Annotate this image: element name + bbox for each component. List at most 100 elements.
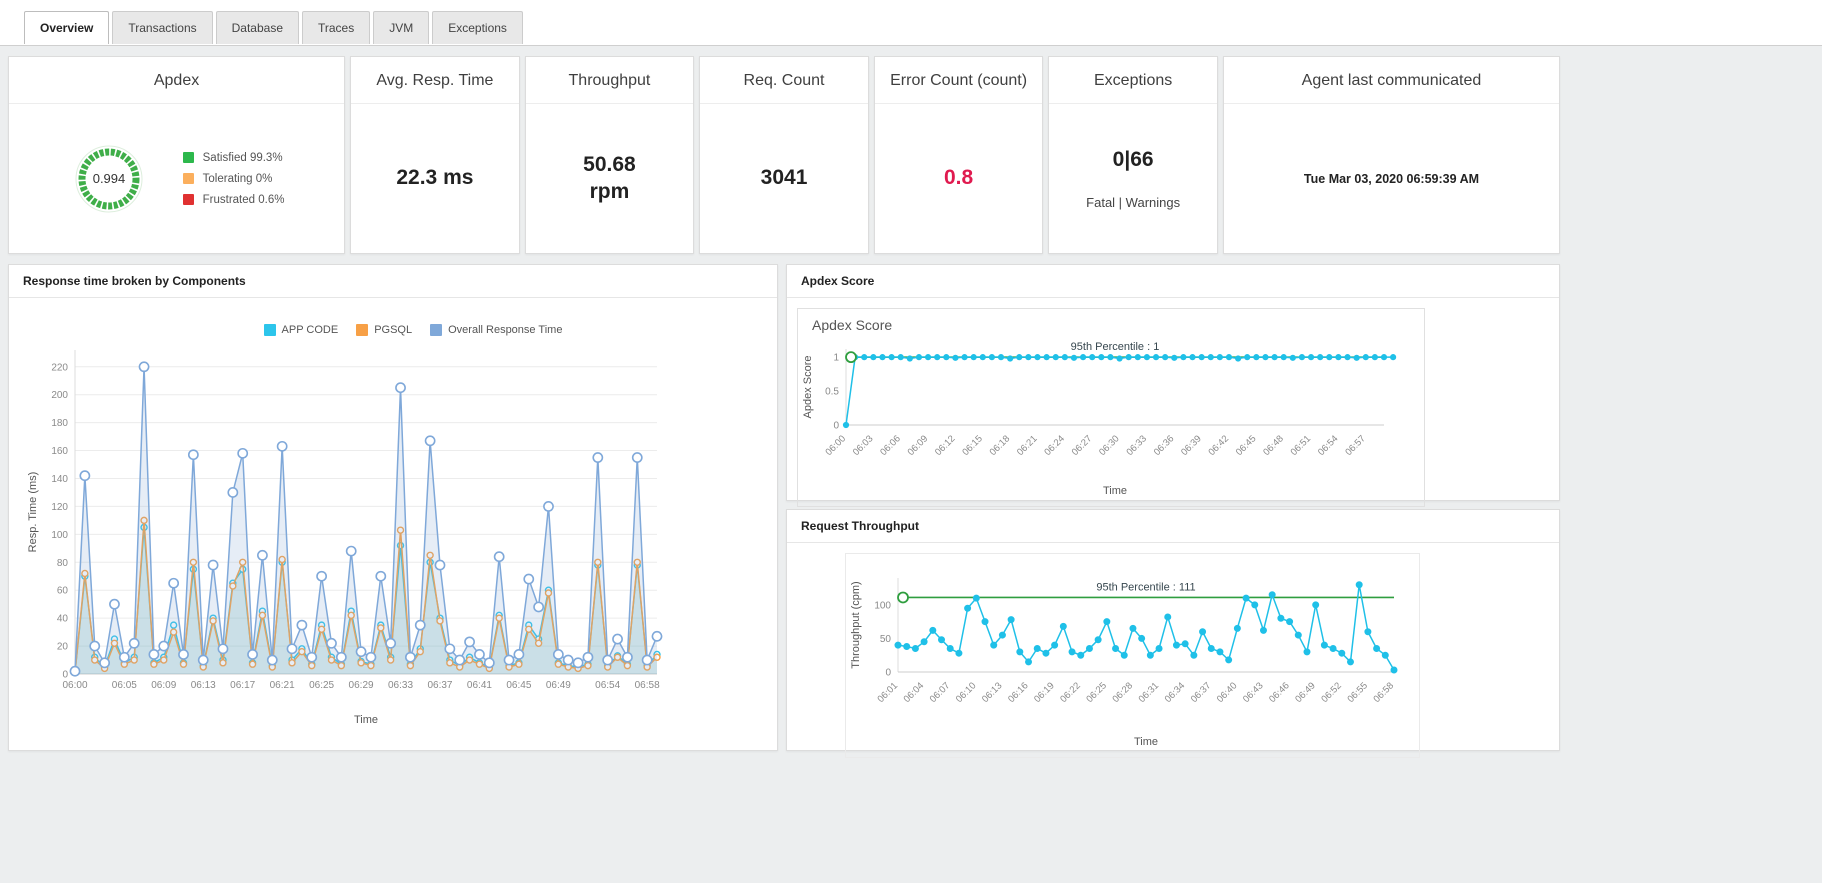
agent-body: Tue Mar 03, 2020 06:59:39 AM — [1224, 104, 1559, 253]
response-time-legend: APP CODE PGSQL Overall Response Time — [49, 324, 777, 336]
svg-text:06:49: 06:49 — [546, 680, 571, 691]
svg-text:06:34: 06:34 — [1163, 680, 1188, 705]
error-count-title: Error Count (count) — [874, 57, 1043, 104]
exceptions-title: Exceptions — [1049, 57, 1217, 104]
apdex-score-chart-box: Apdex Score 0 0.5 1 06:00 06:03 06:06 06:09 06:… — [797, 308, 1425, 507]
svg-text:06:54: 06:54 — [595, 680, 620, 691]
svg-text:200: 200 — [51, 390, 68, 401]
svg-text:06:42: 06:42 — [1207, 433, 1232, 458]
apdex-gauge: 0.994 — [75, 145, 143, 212]
request-throughput-chart[interactable]: 0 50 100 06:01 06:04 06:07 06:10 06:13 06:16 06:1… — [846, 554, 1414, 752]
svg-text:06:45: 06:45 — [1234, 433, 1259, 458]
right-column: Apdex Score Apdex Score 0 0.5 1 06:00 06:03 0… — [786, 264, 1560, 758]
svg-text:06:01: 06:01 — [876, 680, 901, 705]
overall-legend-label: Overall Response Time — [448, 324, 563, 336]
svg-text:80: 80 — [57, 558, 69, 569]
apdex-score-inner-title: Apdex Score — [812, 317, 893, 333]
svg-text:Throughput (cpm): Throughput (cpm) — [850, 581, 862, 668]
svg-text:06:22: 06:22 — [1058, 680, 1083, 705]
svg-text:180: 180 — [51, 418, 68, 429]
svg-text:20: 20 — [57, 642, 69, 653]
tab-jvm[interactable]: JVM — [373, 11, 430, 44]
svg-text:Apdex Score: Apdex Score — [802, 356, 814, 419]
apdex-score-chart[interactable]: 0 0.5 1 06:00 06:03 06:06 06:09 06:12 06:15 06:18… — [798, 333, 1404, 501]
svg-text:Resp. Time (ms): Resp. Time (ms) — [27, 472, 39, 553]
tab-list: Overview Transactions Database Traces JV… — [24, 10, 1822, 44]
overall-swatch-icon — [430, 324, 443, 336]
svg-text:06:55: 06:55 — [1345, 680, 1370, 705]
frustrated-swatch-icon — [182, 194, 194, 205]
svg-text:60: 60 — [57, 586, 69, 597]
svg-text:06:46: 06:46 — [1267, 680, 1292, 705]
response-time-panel: Response time broken by Components APP C… — [8, 264, 778, 751]
svg-text:06:37: 06:37 — [427, 680, 452, 691]
tab-overview[interactable]: Overview — [24, 11, 110, 44]
svg-text:06:58: 06:58 — [635, 680, 660, 691]
error-count-value: 0.8 — [943, 166, 974, 190]
legend-item-pgsql[interactable]: PGSQL — [356, 324, 412, 336]
request-throughput-panel-title: Request Throughput — [787, 510, 1559, 543]
svg-text:06:13: 06:13 — [191, 680, 216, 691]
svg-text:160: 160 — [51, 446, 68, 457]
req-count-card: Req. Count 3041 — [699, 56, 869, 254]
apdex-card-title: Apdex — [9, 57, 345, 104]
svg-text:06:25: 06:25 — [309, 680, 334, 691]
tab-transactions[interactable]: Transactions — [112, 11, 213, 44]
agent-card: Agent last communicated Tue Mar 03, 2020… — [1222, 56, 1561, 254]
req-count-value: 3041 — [760, 166, 808, 190]
svg-text:06:09: 06:09 — [151, 680, 176, 691]
agent-last-communicated-value: Tue Mar 03, 2020 06:59:39 AM — [1303, 171, 1480, 186]
tab-database[interactable]: Database — [215, 11, 299, 44]
svg-text:06:21: 06:21 — [270, 680, 295, 691]
svg-text:0.5: 0.5 — [825, 387, 839, 398]
svg-text:Time: Time — [1134, 736, 1158, 748]
exceptions-card: Exceptions 0|66 Fatal | Warnings — [1048, 56, 1218, 254]
legend-item-app-code[interactable]: APP CODE — [263, 324, 338, 336]
svg-text:06:05: 06:05 — [112, 680, 137, 691]
svg-text:06:33: 06:33 — [388, 680, 413, 691]
svg-text:06:09: 06:09 — [906, 433, 931, 458]
apdex-score-panel-title: Apdex Score — [787, 265, 1559, 298]
svg-text:06:12: 06:12 — [933, 433, 958, 458]
svg-text:0: 0 — [885, 668, 891, 679]
svg-text:06:54: 06:54 — [1316, 433, 1341, 458]
response-time-chart[interactable]: 0 20 40 60 80 100 120 140 160 180 200 220 06:00 06:05… — [23, 338, 683, 730]
svg-text:06:29: 06:29 — [349, 680, 374, 691]
svg-text:06:00: 06:00 — [62, 680, 87, 691]
req-count-body: 3041 — [700, 104, 868, 253]
svg-text:06:17: 06:17 — [230, 680, 255, 691]
svg-text:0: 0 — [62, 670, 68, 681]
charts-area: Response time broken by Components APP C… — [8, 264, 1560, 758]
svg-text:06:10: 06:10 — [954, 680, 979, 705]
svg-text:1: 1 — [833, 353, 839, 364]
req-count-title: Req. Count — [700, 57, 868, 104]
metrics-row: Apdex 0.994 Satisfied 99.3% Tolerating 0… — [8, 56, 1561, 254]
svg-text:06:40: 06:40 — [1215, 680, 1240, 705]
svg-text:06:39: 06:39 — [1179, 433, 1204, 458]
request-throughput-panel: Request Throughput 0 50 100 06:01 06:04 06:07… — [786, 509, 1560, 758]
svg-text:06:21: 06:21 — [1015, 433, 1040, 458]
svg-text:06:13: 06:13 — [980, 680, 1005, 705]
response-time-chart-wrap: 0 20 40 60 80 100 120 140 160 180 200 220 06:00 06:05… — [9, 338, 777, 735]
svg-text:06:43: 06:43 — [1241, 680, 1266, 705]
satisfied-label: Satisfied 99.3% — [202, 151, 283, 164]
throughput-unit: rpm — [589, 179, 630, 203]
tab-traces[interactable]: Traces — [302, 11, 371, 44]
legend-item-overall[interactable]: Overall Response Time — [430, 324, 562, 336]
svg-text:06:41: 06:41 — [467, 680, 492, 691]
pgsql-swatch-icon — [356, 324, 369, 336]
svg-text:40: 40 — [57, 614, 69, 625]
svg-text:06:36: 06:36 — [1152, 433, 1177, 458]
apdex-legend-tolerating: Tolerating 0% — [182, 173, 285, 185]
exceptions-body: 0|66 Fatal | Warnings — [1049, 104, 1217, 253]
satisfied-swatch-icon — [182, 152, 194, 163]
svg-text:100: 100 — [51, 530, 68, 541]
tab-exceptions[interactable]: Exceptions — [432, 11, 523, 44]
avg-resp-time-card: Avg. Resp. Time 22.3 ms — [350, 56, 520, 254]
apdex-score-panel: Apdex Score Apdex Score 0 0.5 1 06:00 06:03 0… — [786, 264, 1560, 507]
svg-text:06:16: 06:16 — [1006, 680, 1031, 705]
apdex-card-body: 0.994 Satisfied 99.3% Tolerating 0% Frus… — [9, 104, 344, 253]
throughput-value: 50.68 — [583, 153, 636, 177]
svg-text:06:37: 06:37 — [1189, 680, 1214, 705]
throughput-card: Throughput 50.68 rpm — [524, 56, 695, 254]
